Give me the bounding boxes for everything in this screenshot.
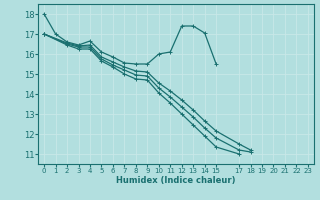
X-axis label: Humidex (Indice chaleur): Humidex (Indice chaleur) <box>116 176 236 185</box>
